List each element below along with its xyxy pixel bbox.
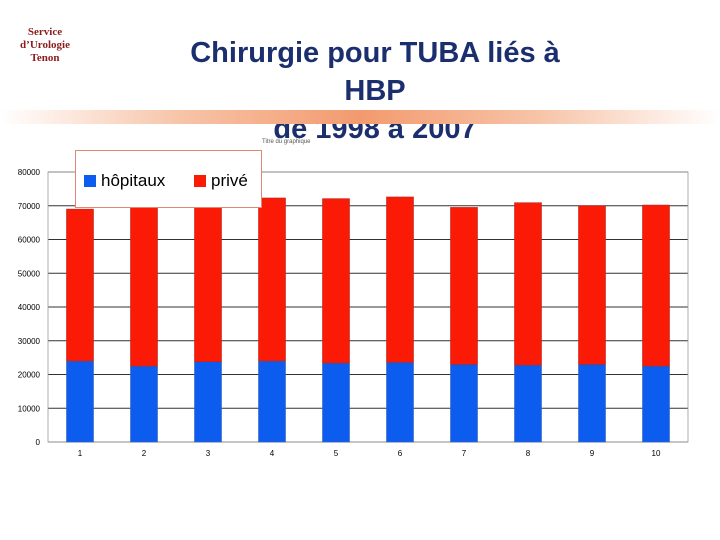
bar-prive [258, 197, 286, 362]
bar-hopitaux [258, 360, 286, 443]
x-tick-label: 6 [398, 449, 403, 458]
x-tick-label: 5 [334, 449, 339, 458]
x-tick-label: 3 [206, 449, 211, 458]
plot-area-border [47, 171, 689, 443]
bar-prive [578, 205, 606, 365]
legend-label-prive: privé [211, 171, 248, 190]
bar-hopitaux [66, 360, 94, 443]
x-tick-label: 8 [526, 449, 531, 458]
y-tick-label: 70000 [18, 202, 41, 211]
title-line-2: HBP [344, 75, 406, 107]
bar-hopitaux [642, 365, 670, 443]
legend-swatch-prive [194, 175, 206, 187]
x-tick-label: 2 [142, 449, 147, 458]
x-tick-label: 4 [270, 449, 275, 458]
bar-prive [130, 205, 158, 367]
y-tick-label: 40000 [18, 303, 41, 312]
logo-line-3: Tenon [30, 52, 60, 64]
bar-prive [514, 202, 542, 366]
bar-hopitaux [578, 364, 606, 443]
x-tick-label: 7 [462, 449, 467, 458]
slide-title: Chirurgie pour TUBA liés à HBP de 1998 à… [140, 34, 610, 148]
x-tick-label: 10 [652, 449, 661, 458]
legend-swatch-hopitaux [84, 175, 96, 187]
title-line-1: Chirurgie pour TUBA liés à [190, 37, 560, 69]
bar-prive [322, 198, 350, 364]
bar-prive [642, 204, 670, 367]
legend-item-prive: privé [194, 171, 248, 191]
legend-item-hopitaux: hôpitaux [84, 171, 165, 191]
x-tick-label: 9 [590, 449, 595, 458]
bar-hopitaux [194, 361, 222, 443]
y-tick-label: 20000 [18, 371, 41, 380]
bar-prive [194, 197, 222, 362]
service-logo: Service d’Urologie Tenon [4, 26, 86, 65]
bar-hopitaux [450, 364, 478, 443]
decorative-band [0, 110, 720, 124]
chart-tiny-label: Titre du graphique [262, 139, 311, 145]
y-tick-label: 50000 [18, 269, 41, 278]
chart-legend: hôpitaux privé [75, 150, 262, 208]
bar-prive [386, 196, 414, 363]
logo-line-2: d’Urologie [20, 39, 70, 51]
y-tick-label: 60000 [18, 236, 41, 245]
y-tick-label: 30000 [18, 337, 41, 346]
bar-hopitaux [386, 362, 414, 443]
legend-label-hopitaux: hôpitaux [101, 171, 166, 190]
bar-prive [66, 208, 94, 362]
x-tick-label: 1 [78, 449, 83, 458]
y-tick-label: 10000 [18, 404, 41, 413]
logo-line-1: Service [27, 26, 63, 38]
bar-prive [450, 207, 478, 365]
bar-hopitaux [322, 362, 350, 443]
y-tick-label: 0 [36, 438, 41, 447]
bar-hopitaux [514, 364, 542, 443]
bar-hopitaux [130, 365, 158, 443]
y-tick-label: 80000 [18, 168, 41, 177]
